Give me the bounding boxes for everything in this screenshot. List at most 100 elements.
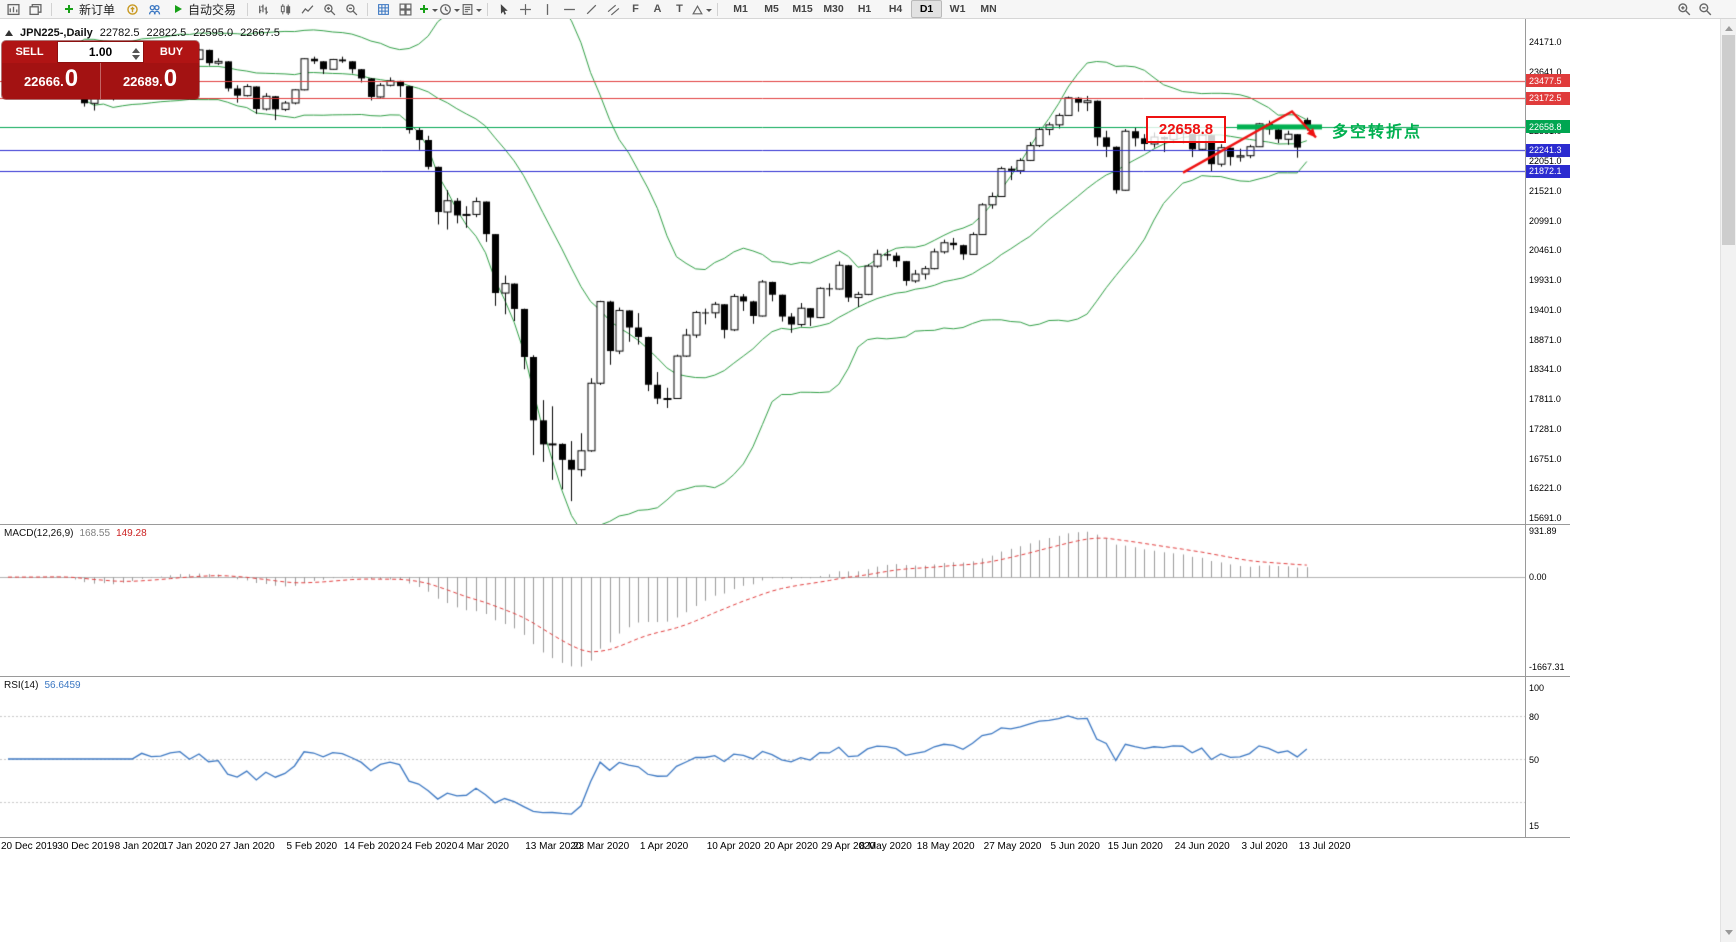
volume-value[interactable]: 1.00 [88,45,113,59]
date-label: 14 Feb 2020 [343,841,400,852]
candlestick-mode-icon[interactable] [275,1,296,18]
autotrading-button[interactable]: 自动交易 [166,1,242,18]
price-axis-label: 20991.0 [1529,215,1562,226]
price-axis-label: 19931.0 [1529,275,1562,286]
channel-tool-icon[interactable] [603,1,624,18]
toolbar-right-group [1673,1,1715,18]
scroll-up-icon[interactable] [1721,19,1736,34]
toolbar-divider [487,2,489,16]
one-click-collapse-icon[interactable] [5,30,13,36]
macd-axis-label: -1667.31 [1529,662,1565,673]
dropdown-caret-icon [476,9,483,15]
timeframe-button-mn[interactable]: MN [980,3,997,15]
new-order-button[interactable]: 新订单 [57,1,121,18]
date-label: 27 Jan 2020 [219,841,275,852]
buy-price-big-digit: 0 [163,65,178,92]
price-annotation-box[interactable]: 22658.8 [1146,116,1226,143]
vertical-line-tool-icon[interactable] [537,1,558,18]
sell-price[interactable]: 22666. 0 [2,63,100,99]
rsi-axis-label: 100 [1529,683,1545,693]
horizontal-line-tool-icon[interactable] [559,1,580,18]
chart-window: JPN225-,Daily 22782.5 22822.5 22595.0 22… [0,19,1570,942]
scroll-down-icon[interactable] [1721,927,1736,942]
date-label: 4 Mar 2020 [458,841,509,852]
price-axis-label: 21521.0 [1529,185,1562,196]
buy-price[interactable]: 22689. 0 [101,63,199,99]
price-axis-label: 17811.0 [1529,394,1561,404]
price-axis-label: 19401.0 [1529,304,1562,315]
zoom-out-icon[interactable] [341,1,362,18]
rsi-axis-label: 80 [1529,711,1540,722]
date-label: 3 Jul 2020 [1241,841,1288,852]
trendline-tool-icon[interactable] [581,1,602,18]
profiles-icon[interactable] [25,1,46,18]
text-tool-icon[interactable]: A [653,3,662,15]
timeframe-button-d1[interactable]: D1 [911,0,943,18]
add-indicator-icon[interactable] [417,1,438,18]
date-label: 20 Apr 2020 [764,841,818,852]
date-label: 30 Dec 2019 [57,841,115,852]
date-label: 13 Mar 2020 [525,841,582,852]
ohlc-low: 22595.0 [193,27,234,39]
timeframe-toolbar: M1 M5 M15 M30 H1 H4 D1 W1 MN [725,0,1004,18]
price-axis-label: 15691.0 [1529,512,1562,523]
timeframe-button-w1[interactable]: W1 [949,3,966,15]
date-label: 5 Jun 2020 [1050,841,1101,852]
toolbar-divider [247,2,249,16]
ohlc-open: 22782.5 [99,27,140,39]
toolbar-divider [717,2,719,16]
turning-point-label[interactable]: 多空转折点 [1332,124,1423,141]
label-tool-icon[interactable]: T [676,3,683,15]
trade-panel-divider [100,63,101,99]
price-axis-label: 17281.0 [1529,423,1562,434]
dropdown-caret-icon [431,9,438,15]
rsi-title: RSI(14) [4,680,39,691]
macd-panel: MACD(12,26,9) 168.55 149.28 931.89 0.00 -1… [0,525,1570,677]
cursor-icon[interactable] [493,1,514,18]
volume-increase-icon[interactable] [132,44,140,53]
timeframe-button-m15[interactable]: M15 [792,3,813,15]
deposit-icon[interactable] [122,1,143,18]
vertical-scrollbar[interactable] [1720,19,1736,942]
community-icon[interactable] [144,1,165,18]
macd-canvas[interactable] [0,525,1525,676]
arrange-windows-icon[interactable] [395,1,416,18]
shapes-tool-icon[interactable] [691,1,713,18]
macd-label: MACD(12,26,9) 168.55 149.28 [4,528,147,539]
template-icon[interactable] [461,1,483,18]
price-axis-label: 23641.0 [1529,66,1562,77]
bar-chart-mode-icon[interactable] [253,1,274,18]
line-chart-mode-icon[interactable] [297,1,318,18]
volume-field[interactable]: 1.00 [57,41,144,63]
date-label: 20 Dec 2019 [1,841,58,852]
one-click-trading-panel: SELL 1.00 BUY 22666. 0 [2,41,199,99]
volume-decrease-icon[interactable] [132,55,140,64]
price-level-badge: 23172.5 [1526,91,1570,105]
new-chart-icon[interactable] [3,1,24,18]
search-plus-icon[interactable] [1673,1,1694,18]
autotrading-label: 自动交易 [188,2,237,17]
timeframe-button-m5[interactable]: M5 [764,3,779,15]
sell-price-main: 22666. [23,74,64,89]
rsi-axis-label: 15 [1529,821,1540,832]
price-level-badge: 22658.8 [1526,120,1570,134]
search-minus-icon[interactable] [1694,1,1715,18]
price-level-badge: 23477.5 [1526,74,1570,88]
timeframe-button-h1[interactable]: H1 [857,3,872,15]
grid-icon[interactable] [373,1,394,18]
buy-button[interactable]: BUY [144,41,199,63]
period-clock-icon[interactable] [439,1,461,18]
scrollbar-thumb[interactable] [1722,35,1735,245]
timeframe-button-m1[interactable]: M1 [733,3,748,15]
zoom-in-icon[interactable] [319,1,340,18]
rsi-canvas[interactable] [0,677,1525,837]
sell-button[interactable]: SELL [2,41,57,63]
fibonacci-tool-icon[interactable]: F [632,3,639,15]
date-label: 29 Apr 2020 [821,841,876,852]
timeframe-button-m30[interactable]: M30 [823,3,844,15]
price-axis: 24171.023641.023111.022581.022051.021521… [1526,19,1570,524]
timeframe-button-h4[interactable]: H4 [888,3,903,15]
crosshair-icon[interactable] [515,1,536,18]
price-chart-canvas[interactable] [0,19,1525,524]
